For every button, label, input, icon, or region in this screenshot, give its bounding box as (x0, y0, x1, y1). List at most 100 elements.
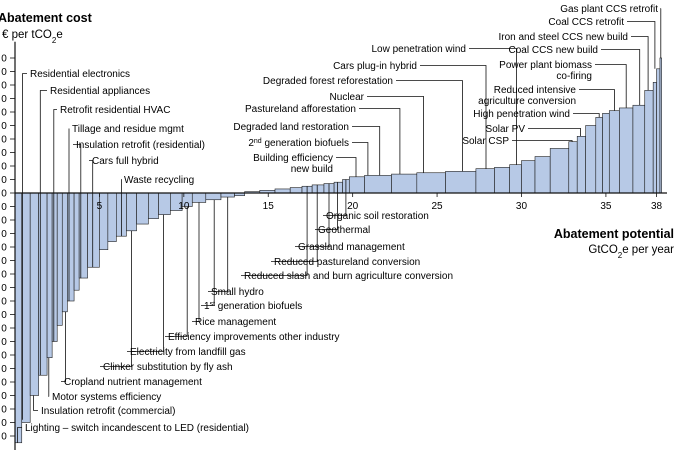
leader-line (271, 184, 318, 262)
leader-line (295, 183, 330, 247)
cost-bar (475, 168, 495, 194)
leader-line (315, 182, 338, 230)
y-tick-label: 0 (1, 243, 7, 254)
leader-line (192, 202, 200, 322)
cost-bar (21, 192, 31, 423)
y-tick-label: 0 (1, 81, 7, 92)
y-tick-label: 0 (1, 189, 7, 200)
leader-line (165, 206, 188, 337)
leader-line (396, 80, 463, 172)
leader-line (323, 179, 347, 216)
cost-bar (534, 156, 551, 194)
leader-line (100, 230, 132, 367)
cost-bar (521, 160, 536, 194)
cost-bar (509, 164, 522, 194)
y-tick-label: 0 (1, 121, 7, 132)
y-tick-label: 0 (1, 297, 7, 308)
cost-bar (391, 173, 418, 194)
y-tick-label: 0 (1, 108, 7, 119)
y-tick-label: 0 (1, 391, 7, 402)
y-tick-label: 0 (1, 283, 7, 294)
annotation-insulation-retrofit-commercial: Insulation retrofit (commercial) (41, 406, 175, 417)
cost-bar (549, 148, 570, 194)
x-tick-label: 10 (178, 201, 190, 212)
y-tick-label: 0 (1, 67, 7, 78)
leader-line (39, 90, 47, 376)
annotation-coal-ccs-retrofit: Coal CCS retrofit (548, 17, 624, 28)
leader-line (352, 126, 381, 176)
cost-bar (445, 171, 477, 194)
annotation-building-efficiency: Building efficiency (253, 153, 333, 164)
annotation-solar-pv: Solar PV (486, 124, 526, 135)
cost-bar (148, 192, 159, 219)
cost-bar (136, 192, 149, 225)
cost-bar (619, 107, 634, 194)
leader-line (53, 109, 57, 342)
y-tick-label: 0 (1, 135, 7, 146)
leader-line (61, 311, 66, 382)
leader-line (208, 197, 229, 292)
y-tick-label: 0 (1, 162, 7, 173)
annotation-rice-management: Rice management (195, 317, 276, 328)
annotation-retrofit-residential-hvac: Retrofit residential HVAC (60, 105, 170, 116)
annotation-gas-plant-ccs-retrofit: Gas plant CCS retrofit (560, 4, 658, 15)
leader-line (601, 49, 641, 106)
x-tick-label: 20 (347, 201, 359, 212)
annotation-clinker-substitution-by-fly-ash: Clinker substitution by fly ash (103, 362, 233, 373)
leader-line (420, 65, 487, 169)
cost-bar (205, 192, 222, 201)
annotation-residential-appliances: Residential appliances (50, 86, 150, 97)
leader-line (22, 73, 27, 420)
annotation-power-plant-biomass: Power plant biomass (499, 60, 592, 71)
x-tick-label: 30 (516, 201, 528, 212)
cost-bar (51, 192, 58, 342)
leader-line (89, 160, 94, 268)
y-tick-label: 0 (1, 405, 7, 416)
leader-line (127, 214, 165, 352)
annotation-nuclear: Nuclear (330, 92, 365, 103)
annotation-high-penetration-wind: High penetration wind (473, 109, 570, 120)
leader-line (367, 96, 425, 173)
cost-bar (568, 141, 578, 194)
cost-bar (191, 192, 207, 203)
y-tick-label: 0 (1, 378, 7, 389)
cost-bar (585, 125, 597, 194)
leader-line (359, 108, 401, 175)
leader-line (33, 395, 38, 411)
cost-bar (61, 192, 68, 313)
annotation-motor-systems-efficiency: Motor systems efficiency (52, 392, 161, 403)
annotation-2nd-generation-biofuels: 2nd generation biofuels (248, 138, 349, 150)
y-tick-label: 0 (1, 229, 7, 240)
annotation-cars-plug-in-hybrid: Cars plug-in hybrid (333, 61, 417, 72)
y-tick-label: 0 (1, 270, 7, 281)
annotation-reduced-intensive: Reduced intensive (494, 85, 577, 96)
cost-bar (14, 192, 23, 444)
annotation-organic-soil-restoration: Organic soil restoration (326, 211, 429, 222)
cost-bar (595, 117, 603, 194)
leader-line (17, 427, 22, 443)
cost-bar (107, 192, 117, 242)
leader-line (595, 64, 627, 108)
leader-line (73, 144, 82, 279)
cost-bar (333, 181, 343, 194)
leader-line (201, 199, 215, 306)
leader-line (469, 48, 517, 165)
cost-bar (56, 192, 63, 326)
y-tick-label: 0 (1, 148, 7, 159)
cost-bar (364, 175, 392, 194)
leader-line (573, 113, 600, 118)
annotation-insulation-retrofit-residential: Insulation retrofit (residential) (76, 140, 205, 151)
y-tick-label: 0 (1, 418, 7, 429)
annotation-residential-electronics: Residential electronics (30, 69, 130, 80)
cost-bar (348, 176, 365, 194)
leader-line (512, 140, 573, 142)
leader-line (336, 157, 357, 177)
cost-bar (416, 172, 446, 194)
leader-line (241, 186, 308, 276)
annotation-small-hydro: Small hydro (211, 287, 264, 298)
y-tick-label: 0 (1, 310, 7, 321)
annotation-low-penetration-wind: Low penetration wind (371, 44, 466, 55)
y-tick-label: 0 (1, 351, 7, 362)
cost-bar (289, 187, 303, 194)
